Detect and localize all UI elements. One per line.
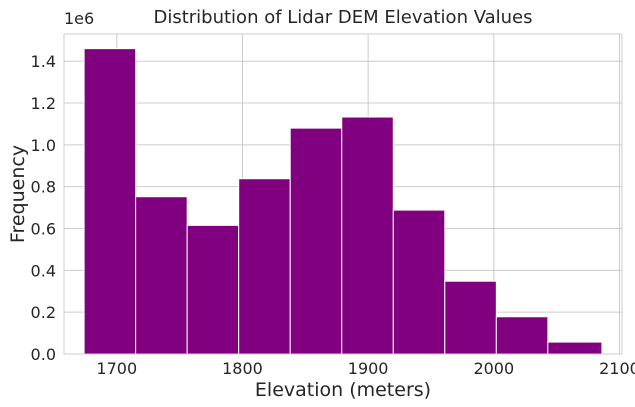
histogram-bar — [495, 316, 549, 355]
y-tick-label: 0.4 — [31, 261, 56, 280]
x-tick-label: 2100 — [599, 359, 635, 378]
x-tick-label: 1800 — [222, 359, 263, 378]
plot-frame — [63, 33, 623, 355]
y-tick-label: 1.4 — [31, 52, 56, 71]
x-tick-label: 1900 — [348, 359, 389, 378]
x-tick-labels: 1700 1800 1900 2000 2100 — [96, 359, 635, 378]
y-tick-label: 0.8 — [31, 178, 56, 197]
histogram-bar — [238, 178, 291, 355]
histogram-bar — [289, 127, 343, 355]
y-tick-label: 0.0 — [31, 345, 56, 364]
y-tick-label: 1.2 — [31, 94, 56, 113]
histogram-bar — [444, 280, 497, 355]
histogram-bar — [341, 116, 394, 355]
chart-title: Distribution of Lidar DEM Elevation Valu… — [153, 7, 532, 28]
histogram-bar — [186, 224, 240, 355]
y-axis-label: Frequency — [7, 145, 29, 243]
histogram-bar — [135, 196, 188, 355]
y-axis-offset-label: 1e6 — [64, 9, 94, 28]
histogram-bar — [83, 48, 137, 355]
x-tick-label: 2000 — [473, 359, 514, 378]
x-tick-label: 1700 — [96, 359, 137, 378]
x-axis-label: Elevation (meters) — [255, 379, 431, 401]
histogram-bar — [547, 341, 603, 355]
y-tick-label: 1.0 — [31, 136, 56, 155]
y-tick-label: 0.2 — [31, 303, 56, 322]
y-tick-label: 0.6 — [31, 220, 56, 239]
histogram-bars — [83, 48, 603, 355]
y-tick-labels: 0.0 0.2 0.4 0.6 0.8 1.0 1.2 1.4 — [31, 52, 56, 364]
histogram-bar — [392, 209, 446, 355]
